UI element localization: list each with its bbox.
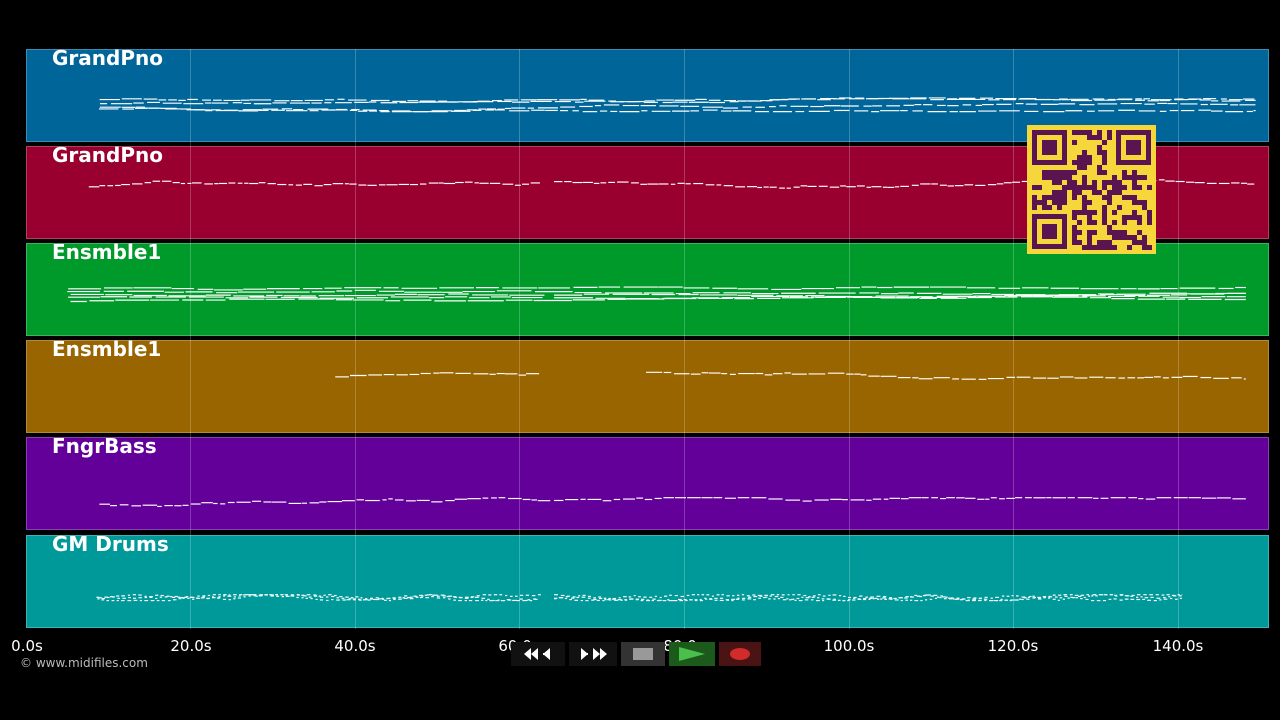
fast-forward-button[interactable]: [569, 642, 617, 666]
rewind-button[interactable]: [511, 642, 565, 666]
track-name: Ensmble1: [52, 240, 162, 264]
fast-forward-icon: [581, 648, 607, 660]
play-button[interactable]: [669, 642, 715, 666]
track-name: FngrBass: [52, 434, 157, 458]
note-roll: [99, 497, 1246, 508]
track-lane-6[interactable]: GM Drums: [26, 532, 1269, 628]
record-icon: [730, 648, 750, 660]
time-gridline: [684, 49, 685, 629]
time-gridline: [1013, 49, 1014, 629]
time-gridline: [519, 49, 520, 629]
track-lane-4[interactable]: Ensmble1: [26, 337, 1269, 433]
note-roll: [96, 594, 1183, 602]
track-lane-5[interactable]: FngrBass: [26, 434, 1269, 530]
note-roll: [98, 97, 1256, 113]
qr-code-pattern: [1032, 130, 1152, 250]
time-gridline: [355, 49, 356, 629]
transport-controls: [511, 642, 770, 666]
stop-button[interactable]: [621, 642, 665, 666]
time-tick-label: 100.0s: [823, 637, 875, 655]
play-icon: [679, 647, 705, 661]
time-gridline: [1178, 49, 1179, 629]
track-lane-3[interactable]: Ensmble1: [26, 240, 1269, 336]
note-roll: [335, 371, 1246, 380]
copyright-notice: © www.midifiles.com: [20, 656, 148, 670]
stop-icon: [633, 648, 653, 660]
time-gridline: [190, 49, 191, 629]
track-name: GrandPno: [52, 46, 163, 70]
track-name: GM Drums: [52, 532, 169, 556]
track-lane-1[interactable]: GrandPno: [26, 46, 1269, 142]
time-tick-label: 20.0s: [170, 637, 212, 655]
record-button[interactable]: [719, 642, 761, 666]
time-tick-label: 140.0s: [1152, 637, 1204, 655]
qr-code[interactable]: [1027, 125, 1156, 254]
track-name: Ensmble1: [52, 337, 162, 361]
note-roll: [67, 286, 1246, 303]
time-tick-label: 40.0s: [334, 637, 376, 655]
time-tick-label: 120.0s: [987, 637, 1039, 655]
time-gridline: [849, 49, 850, 629]
track-name: GrandPno: [52, 143, 163, 167]
time-tick-label: 0.0s: [11, 637, 43, 655]
rewind-icon: [524, 648, 550, 660]
